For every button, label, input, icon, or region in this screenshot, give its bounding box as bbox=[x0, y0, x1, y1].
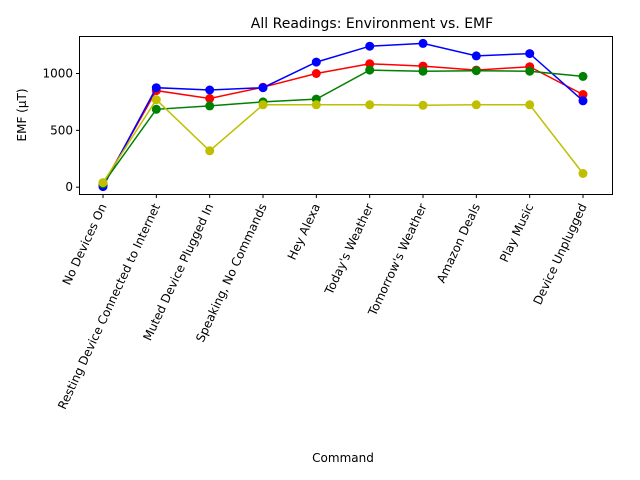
x-tick-label: Hey Alexa bbox=[285, 201, 323, 262]
series-4-point bbox=[471, 100, 481, 110]
x-tick-label: Amazon Deals bbox=[434, 201, 483, 285]
series-2 bbox=[98, 38, 588, 192]
series-4-point bbox=[205, 146, 215, 156]
series-2-point bbox=[471, 51, 481, 61]
chart-title: All Readings: Environment vs. EMF bbox=[251, 16, 493, 32]
series-3 bbox=[98, 65, 588, 189]
x-tick-label: Resting Device Connected to Internet bbox=[55, 201, 163, 411]
x-tick-label: Play Music bbox=[497, 201, 536, 264]
series-1-point bbox=[365, 59, 375, 69]
y-tick-label: 1000 bbox=[42, 67, 73, 81]
series-3-line bbox=[102, 69, 584, 185]
series-1-point bbox=[205, 94, 215, 103]
series-4-point bbox=[525, 100, 535, 110]
x-axis-label: Command bbox=[312, 451, 374, 465]
series-4 bbox=[98, 95, 588, 188]
y-tick-label: 500 bbox=[50, 123, 73, 137]
series-1-point bbox=[311, 69, 321, 78]
x-tick-label: Tomorrow's Weather bbox=[365, 201, 430, 319]
plot-area bbox=[98, 38, 588, 192]
series-3-point bbox=[365, 65, 375, 75]
series-4-line bbox=[102, 98, 584, 184]
y-axis: 0 500 1000 bbox=[42, 67, 80, 194]
series-3-point bbox=[525, 66, 535, 76]
series-1-line bbox=[102, 63, 584, 186]
series-2-point bbox=[311, 57, 321, 67]
series-2-point bbox=[205, 85, 215, 95]
series-3-point bbox=[205, 101, 215, 111]
series-4-point bbox=[578, 169, 588, 178]
series-4-point bbox=[311, 100, 321, 110]
series-3-point bbox=[471, 66, 481, 76]
series-2-point bbox=[151, 83, 161, 93]
x-tick-label: Today's Weather bbox=[322, 201, 377, 297]
series-2-point bbox=[578, 96, 588, 106]
series-2-point bbox=[258, 83, 268, 93]
x-tick-label: No Devices On bbox=[60, 201, 110, 287]
series-4-point bbox=[365, 100, 375, 110]
series-2-point bbox=[418, 38, 428, 48]
series-3-point bbox=[151, 104, 161, 114]
series-3-point bbox=[578, 71, 588, 81]
series-4-point bbox=[98, 178, 108, 188]
series-2-point bbox=[525, 49, 535, 59]
y-tick-label: 0 bbox=[65, 180, 73, 194]
series-4-point bbox=[418, 100, 428, 110]
series-4-point bbox=[258, 100, 268, 110]
series-2-line bbox=[102, 42, 584, 187]
series-4-point bbox=[151, 95, 161, 105]
series-1-point bbox=[578, 90, 588, 99]
series-2-point bbox=[365, 41, 375, 51]
series-1 bbox=[98, 59, 588, 190]
x-tick-label: Device Unplugged bbox=[531, 201, 590, 307]
plot-frame bbox=[79, 36, 613, 195]
series-3-point bbox=[418, 66, 428, 76]
y-axis-label: EMF (µT) bbox=[15, 89, 29, 142]
